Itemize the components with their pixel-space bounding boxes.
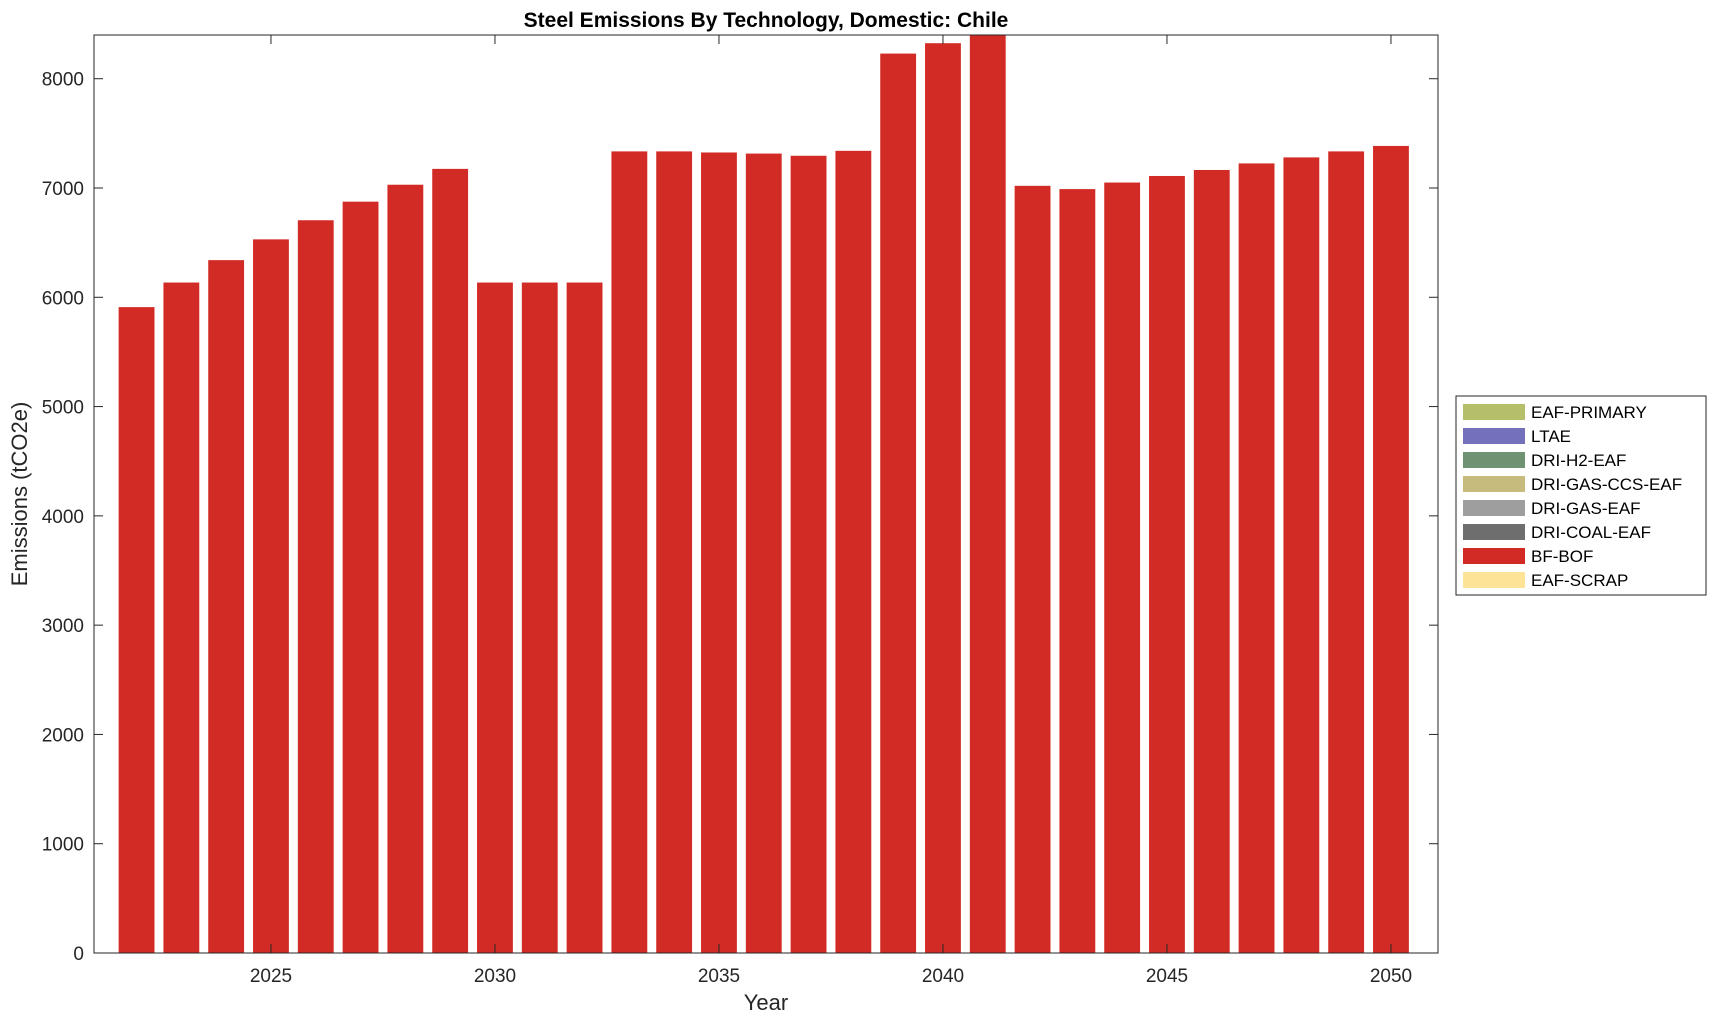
y-tick-label: 3000 <box>42 616 84 637</box>
bar-bf-bof-2029 <box>432 168 469 954</box>
bar-bf-bof-2036 <box>745 153 782 953</box>
x-axis-label: Year <box>744 990 788 1015</box>
bar-bf-bof-2049 <box>1328 151 1365 953</box>
bar-bf-bof-2042 <box>1014 185 1051 953</box>
x-tick-label: 2030 <box>474 966 516 987</box>
x-tick-label: 2045 <box>1146 966 1188 987</box>
bar-bf-bof-2034 <box>656 151 693 953</box>
bar-bf-bof-2044 <box>1104 182 1141 954</box>
bar-bf-bof-2040 <box>925 43 961 953</box>
bar-bf-bof-2033 <box>611 151 648 953</box>
bar-bf-bof-2037 <box>790 155 827 953</box>
legend-label-dri-coal-eaf: DRI-COAL-EAF <box>1531 523 1651 542</box>
bar-bf-bof-2027 <box>342 201 379 953</box>
x-tick-label: 2025 <box>250 966 292 987</box>
bar-bf-bof-2026 <box>297 220 334 954</box>
bar-bf-bof-2048 <box>1283 157 1320 953</box>
bar-bf-bof-2050 <box>1373 145 1409 953</box>
bar-bf-bof-2023 <box>163 282 200 953</box>
y-tick-label: 8000 <box>42 70 84 91</box>
axis-ticks: 2025 2030 2035 2040 2045 2050 0 1000 2000 3000 400… <box>42 35 1438 987</box>
legend-label-bf-bof: BF-BOF <box>1531 547 1593 566</box>
legend-swatch-eaf-scrap <box>1463 572 1525 588</box>
x-tick-label: 2050 <box>1370 966 1412 987</box>
bar-bf-bof-2031 <box>521 282 558 953</box>
bar-layer <box>118 35 1409 954</box>
bar-bf-bof-2035 <box>701 152 737 954</box>
bar-bf-bof-2030 <box>477 282 513 953</box>
legend-swatch-eaf-primary <box>1463 404 1525 420</box>
legend-label-dri-h2-eaf: DRI-H2-EAF <box>1531 451 1626 470</box>
legend-swatch-dri-coal-eaf <box>1463 524 1525 540</box>
bar-bf-bof-2022 <box>118 307 155 953</box>
plot-area <box>93 34 1439 954</box>
legend-swatch-dri-h2-eaf <box>1463 452 1525 468</box>
bar-bf-bof-2032 <box>566 282 603 953</box>
bar-bf-bof-2046 <box>1193 169 1230 954</box>
legend-swatch-bf-bof <box>1463 548 1525 564</box>
y-tick-label: 0 <box>73 944 84 965</box>
y-tick-label: 7000 <box>42 179 84 200</box>
bar-bf-bof-2025 <box>253 239 289 954</box>
bar-bf-bof-2043 <box>1059 189 1096 954</box>
bar-bf-bof-2038 <box>835 150 872 954</box>
bar-bf-bof-2047 <box>1238 163 1275 953</box>
y-tick-label: 2000 <box>42 725 84 746</box>
legend-label-eaf-primary: EAF-PRIMARY <box>1531 403 1647 422</box>
bar-bf-bof-2041 <box>969 35 1006 953</box>
legend-label-eaf-scrap: EAF-SCRAP <box>1531 571 1628 590</box>
y-tick-label: 1000 <box>42 835 84 856</box>
legend: EAF-PRIMARY LTAE DRI-H2-EAF DRI-GAS-CCS-EAF… <box>1455 395 1707 596</box>
x-tick-label: 2040 <box>922 966 964 987</box>
bar-bf-bof-2045 <box>1149 175 1185 954</box>
legend-swatch-dri-gas-ccs-eaf <box>1463 476 1525 492</box>
bar-bf-bof-2024 <box>208 260 245 953</box>
legend-swatch-ltae <box>1463 428 1525 444</box>
y-tick-label: 6000 <box>42 288 84 309</box>
y-tick-label: 5000 <box>42 398 84 419</box>
chart-title: Steel Emissions By Technology, Domestic:… <box>524 9 1009 32</box>
y-tick-label: 4000 <box>42 507 84 528</box>
legend-label-ltae: LTAE <box>1531 427 1571 446</box>
bar-bf-bof-2039 <box>880 53 917 953</box>
bar-bf-bof-2028 <box>387 184 424 954</box>
legend-swatch-dri-gas-eaf <box>1463 500 1525 516</box>
legend-label-dri-gas-eaf: DRI-GAS-EAF <box>1531 499 1641 518</box>
y-axis-label: Emissions (tCO2e) <box>7 402 32 587</box>
legend-label-dri-gas-ccs-eaf: DRI-GAS-CCS-EAF <box>1531 475 1682 494</box>
x-tick-label: 2035 <box>698 966 740 987</box>
